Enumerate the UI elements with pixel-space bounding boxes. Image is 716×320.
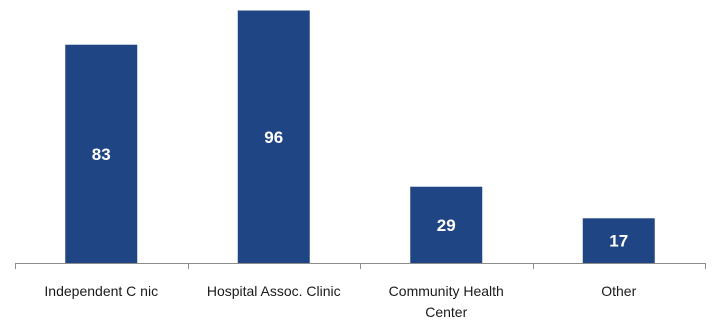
data-label-3: 17 — [609, 232, 628, 251]
bars-layer — [65, 10, 655, 264]
x-axis — [15, 263, 706, 269]
x-tick-label-line: Hospital Assoc. Clinic — [207, 283, 341, 299]
x-tick-label-line: Independent C nic — [44, 283, 158, 299]
data-label-0: 83 — [92, 145, 111, 164]
data-label-1: 96 — [264, 128, 283, 147]
x-tick-label-line: Other — [601, 283, 636, 299]
x-tick-label-line: Community Health — [389, 283, 504, 299]
x-tick-label-2: Community Health Center — [389, 283, 504, 320]
bar-2 — [410, 186, 483, 263]
labels-layer: 83 Independent C nic 96 Hospital Assoc. Cli… — [44, 128, 636, 320]
bar-1 — [237, 10, 310, 263]
bar-0 — [65, 44, 138, 264]
x-tick-label-line: Center — [425, 304, 467, 320]
x-tick-label-1: Hospital Assoc. Clinic — [207, 283, 341, 299]
bar-3 — [582, 218, 655, 263]
x-tick-label-3: Other — [601, 283, 636, 299]
x-tick-label-0: Independent C nic — [44, 283, 158, 299]
data-label-2: 29 — [437, 216, 456, 235]
